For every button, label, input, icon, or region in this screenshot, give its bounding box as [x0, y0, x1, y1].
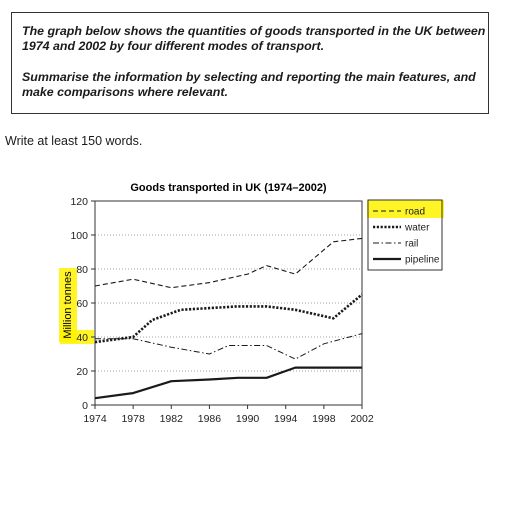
highlight-mark	[60, 330, 94, 344]
y-axis-label: Million tonnes	[62, 271, 74, 339]
x-tick-label: 1994	[274, 413, 298, 425]
y-tick-label: 100	[70, 230, 88, 242]
y-tick-label: 80	[76, 264, 88, 276]
legend-label-rail: rail	[405, 239, 418, 250]
x-tick-label: 1978	[121, 413, 145, 425]
y-tick-label: 120	[70, 196, 88, 208]
highlighter-marks	[59, 200, 444, 344]
x-tick-label: 1974	[83, 413, 107, 425]
plot-area	[94, 200, 363, 406]
legend-label-road: road	[405, 207, 425, 218]
task-box: The graph below shows the quantities of …	[11, 12, 489, 114]
task-text-line: The graph below shows the quantities of …	[22, 24, 486, 38]
legend-label-pipeline: pipeline	[405, 255, 440, 266]
chart-grid	[95, 234, 362, 372]
task-text-line: Summarise the information by selecting a…	[22, 70, 476, 84]
series-line-pipeline	[94, 366, 362, 400]
x-tick-label: 1998	[312, 413, 336, 425]
legend-label-water: water	[404, 223, 430, 234]
x-axis: 1974 1978 1982 1986 1990 1994 1998 2002	[83, 405, 374, 425]
x-tick-label: 1986	[198, 413, 222, 425]
series-line-road	[94, 237, 363, 289]
y-tick-label: 0	[82, 400, 88, 412]
highlight-mark	[367, 200, 444, 218]
x-tick-label: 2002	[350, 413, 374, 425]
y-tick-label: 60	[76, 298, 88, 310]
series-line-water	[94, 293, 363, 344]
x-tick-label: 1982	[160, 413, 184, 425]
highlight-mark	[59, 268, 77, 342]
chart-title: Goods transported in UK (1974–2002)	[130, 182, 327, 194]
y-axis: 0 20 40 60 80 100 120	[70, 196, 95, 412]
chart-series	[94, 237, 363, 400]
word-count-instruction: Write at least 150 words.	[5, 134, 143, 148]
task-text-line: 1974 and 2002 by four different modes of…	[22, 39, 325, 53]
y-tick-label: 20	[76, 366, 88, 378]
series-line-rail	[95, 333, 363, 360]
legend	[367, 199, 443, 271]
legend-items: road water rail pipeline	[373, 207, 440, 266]
task-text-line: make comparisons where relevant.	[22, 85, 228, 99]
y-tick-label: 40	[76, 332, 88, 344]
x-tick-label: 1990	[236, 413, 260, 425]
